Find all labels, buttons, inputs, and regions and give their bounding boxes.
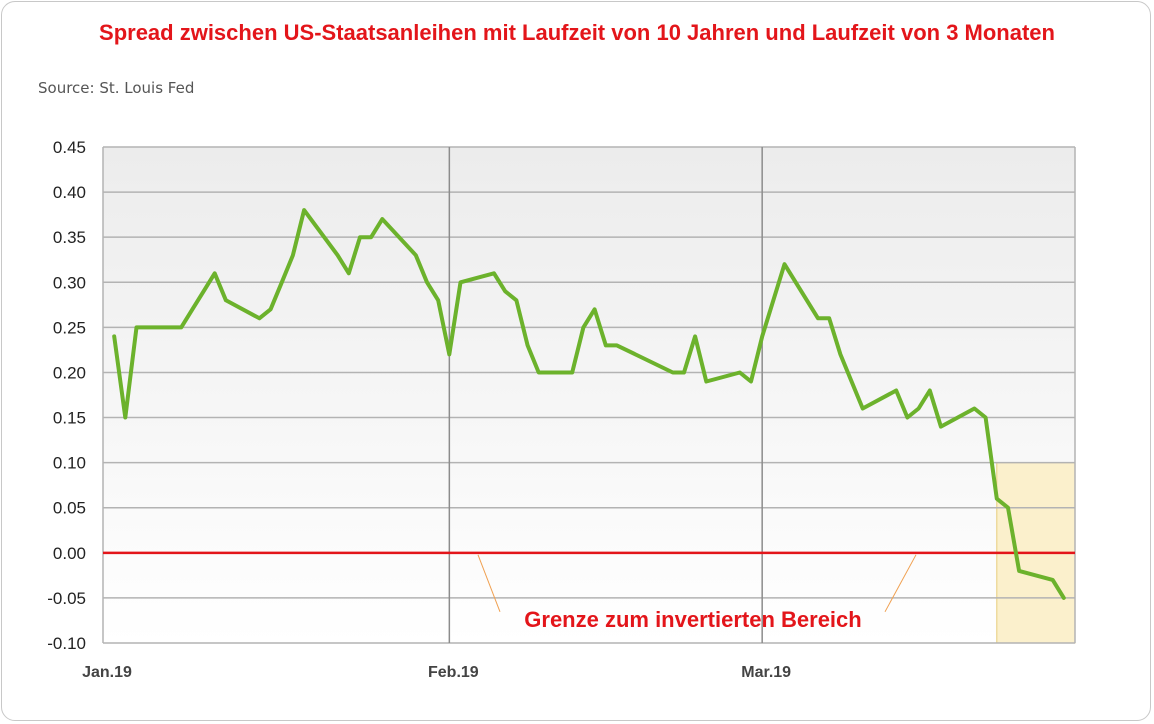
y-tick-label: 0.10: [53, 454, 86, 473]
annotation-leader-right: [884, 554, 917, 613]
y-tick-label: 0.30: [53, 273, 86, 292]
x-tick-label: Mar.19: [741, 664, 791, 681]
spread-series-line: [112, 208, 1066, 600]
y-tick-label: 0.05: [53, 499, 86, 518]
y-tick-label: -0.10: [47, 634, 86, 653]
chart-title: Spread zwischen US-Staatsanleihen mit La…: [99, 20, 1055, 45]
annotation-leader-left: [477, 554, 501, 612]
y-tick-label: 0.00: [53, 544, 86, 563]
inversion-annotation: Grenze zum invertierten Bereich: [524, 607, 861, 632]
y-tick-label: 0.40: [53, 183, 86, 202]
y-tick-label: -0.05: [47, 589, 86, 608]
y-tick-label: 0.20: [53, 363, 86, 382]
y-tick-label: 0.25: [53, 318, 86, 337]
y-tick-label: 0.15: [53, 409, 86, 428]
y-tick-label: 0.35: [53, 228, 86, 247]
y-tick-label: 0.45: [53, 138, 86, 157]
chart-source: Source: St. Louis Fed: [38, 79, 195, 97]
x-tick-label: Feb.19: [428, 664, 479, 681]
x-tick-label: Jan.19: [82, 664, 132, 681]
